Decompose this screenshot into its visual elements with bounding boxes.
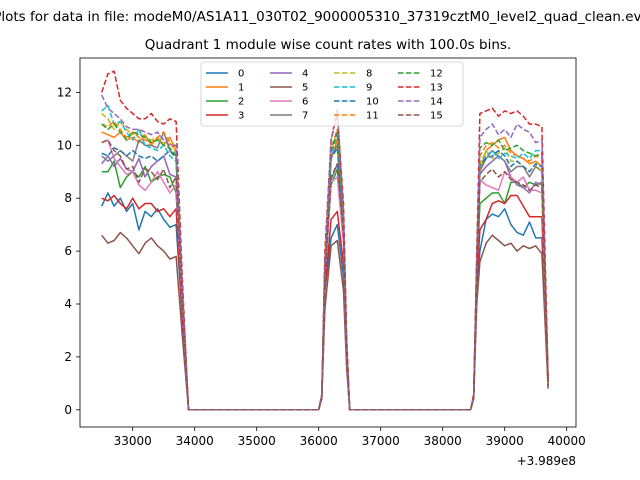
y-tick-label: 10: [57, 138, 72, 152]
x-tick-label: 34000: [176, 434, 214, 448]
legend-label-13: 13: [430, 83, 443, 94]
y-tick-label: 12: [57, 85, 72, 99]
legend-label-2: 2: [238, 97, 244, 108]
legend-label-10: 10: [366, 97, 379, 108]
figure-suptitle: Plots for data in file: modeM0/AS1A11_03…: [0, 9, 640, 25]
legend-label-7: 7: [302, 111, 308, 122]
series-line-15: [101, 139, 549, 411]
legend-label-14: 14: [430, 97, 443, 108]
legend-label-0: 0: [238, 69, 244, 80]
x-tick-label: 37000: [362, 434, 400, 448]
x-axis: 33000 34000 35000 36000 37000 38000 39000 40000: [114, 427, 586, 448]
chart-title: Quadrant 1 module wise count rates with …: [145, 37, 511, 53]
series-line-14: [101, 94, 549, 411]
y-tick-label: 0: [64, 403, 72, 417]
x-tick-label: 38000: [424, 434, 462, 448]
legend-label-11: 11: [366, 111, 379, 122]
legend-label-6: 6: [302, 97, 308, 108]
x-tick-label: 40000: [548, 434, 586, 448]
x-tick-label: 35000: [238, 434, 276, 448]
legend-label-4: 4: [302, 69, 308, 80]
legend-label-8: 8: [366, 69, 372, 80]
plot-area: [79, 57, 577, 428]
y-tick-label: 4: [64, 297, 72, 311]
legend-label-9: 9: [366, 83, 372, 94]
series-line-6: [101, 139, 549, 411]
x-tick-label: 39000: [486, 434, 524, 448]
legend-label-12: 12: [430, 69, 443, 80]
legend-label-5: 5: [302, 83, 308, 94]
y-tick-label: 2: [64, 350, 72, 364]
y-tick-label: 6: [64, 244, 72, 258]
series-line-3: [101, 194, 549, 411]
x-tick-label: 36000: [300, 434, 338, 448]
series-layer: [100, 70, 549, 411]
legend-label-1: 1: [238, 83, 244, 94]
legend-label-15: 15: [430, 111, 443, 122]
x-tick-label: 33000: [114, 434, 152, 448]
series-line-5: [101, 231, 549, 411]
legend-label-3: 3: [238, 111, 244, 122]
series-line-13: [100, 70, 549, 411]
y-axis: 0 2 4 6 8 10 12: [57, 85, 80, 417]
axes-frame: [79, 57, 577, 428]
y-tick-label: 8: [64, 191, 72, 205]
series-line-0: [101, 192, 549, 411]
x-offset-label: +3.989e8: [517, 454, 576, 468]
legend-frame: [200, 61, 464, 127]
